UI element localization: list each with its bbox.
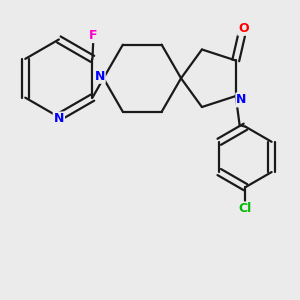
Text: O: O: [238, 22, 249, 35]
Text: N: N: [94, 70, 105, 83]
Text: Cl: Cl: [239, 202, 252, 215]
Text: N: N: [236, 93, 247, 106]
Text: N: N: [54, 112, 64, 125]
Text: F: F: [89, 29, 98, 42]
